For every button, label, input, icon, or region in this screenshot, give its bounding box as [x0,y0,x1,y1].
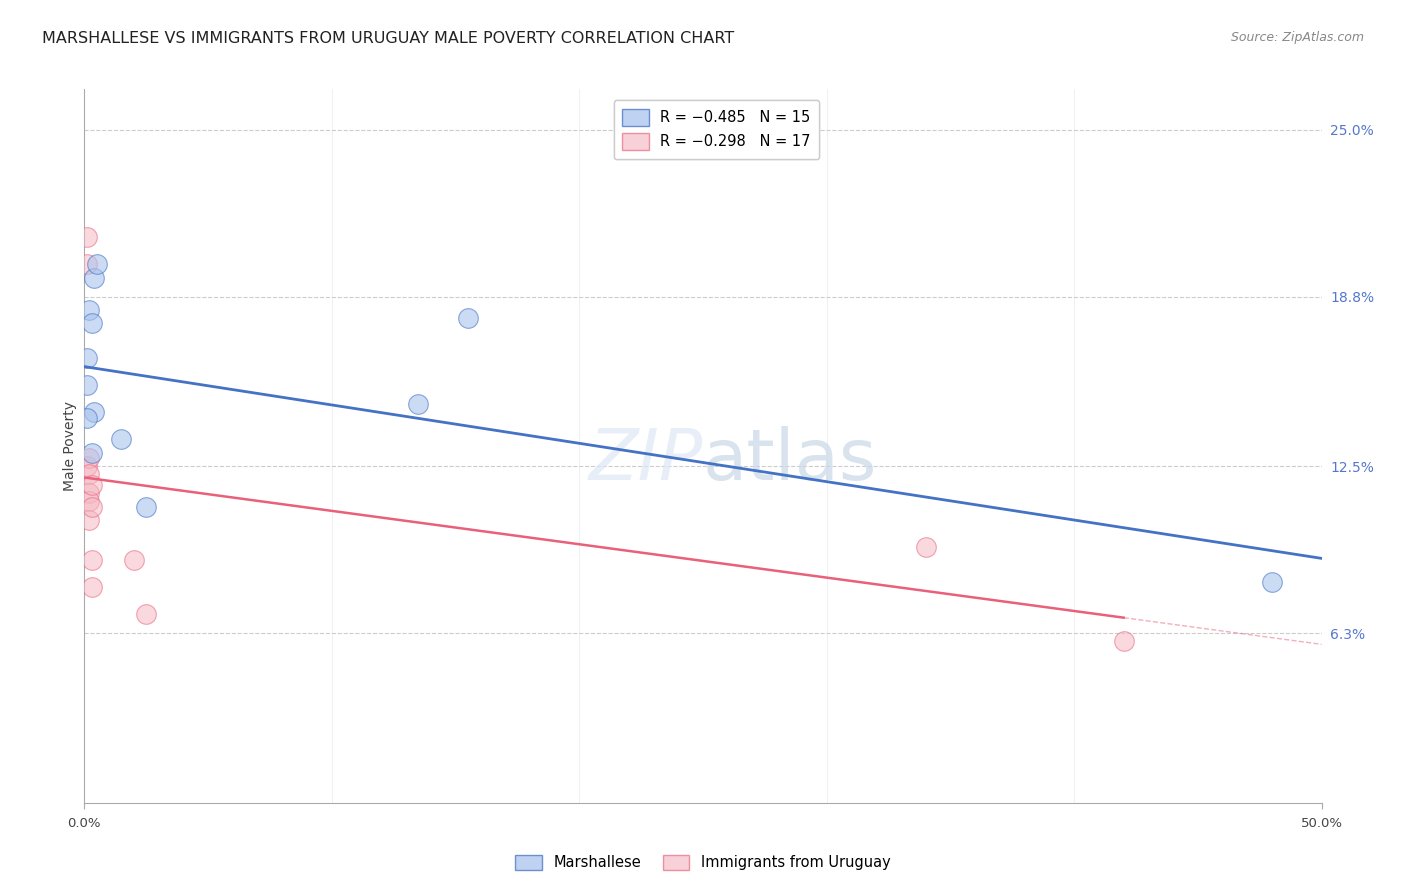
Point [79,494,101,508]
Text: ZIP: ZIP [589,425,703,495]
Point [1261,574,1284,589]
Legend: R = −0.485   N = 15, R = −0.298   N = 17: R = −0.485 N = 15, R = −0.298 N = 17 [613,100,820,159]
Point [122,553,145,567]
Text: Source: ZipAtlas.com: Source: ZipAtlas.com [1230,31,1364,45]
Point [79,513,101,527]
Point [80,553,103,567]
Y-axis label: Male Poverty: Male Poverty [63,401,77,491]
Point [1112,634,1135,648]
Point [914,540,936,554]
Point [76,378,98,392]
Legend: Marshallese, Immigrants from Uruguay: Marshallese, Immigrants from Uruguay [509,848,897,876]
Point [408,397,430,411]
Point [76,230,98,244]
Point [80,317,103,331]
Point [80,478,103,492]
Point [76,351,98,366]
Point [86,257,108,271]
Point [76,410,98,425]
Point [83,270,105,285]
Point [457,311,479,326]
Point [76,459,98,474]
Point [79,486,101,500]
Point [80,500,103,514]
Point [135,500,157,514]
Point [135,607,157,622]
Point [79,467,101,482]
Point [80,580,103,594]
Text: atlas: atlas [703,425,877,495]
Point [79,303,101,318]
Point [110,432,132,446]
Point [80,446,103,460]
Point [76,257,98,271]
Text: MARSHALLESE VS IMMIGRANTS FROM URUGUAY MALE POVERTY CORRELATION CHART: MARSHALLESE VS IMMIGRANTS FROM URUGUAY M… [42,31,734,46]
Point [79,451,101,466]
Point [83,405,105,419]
